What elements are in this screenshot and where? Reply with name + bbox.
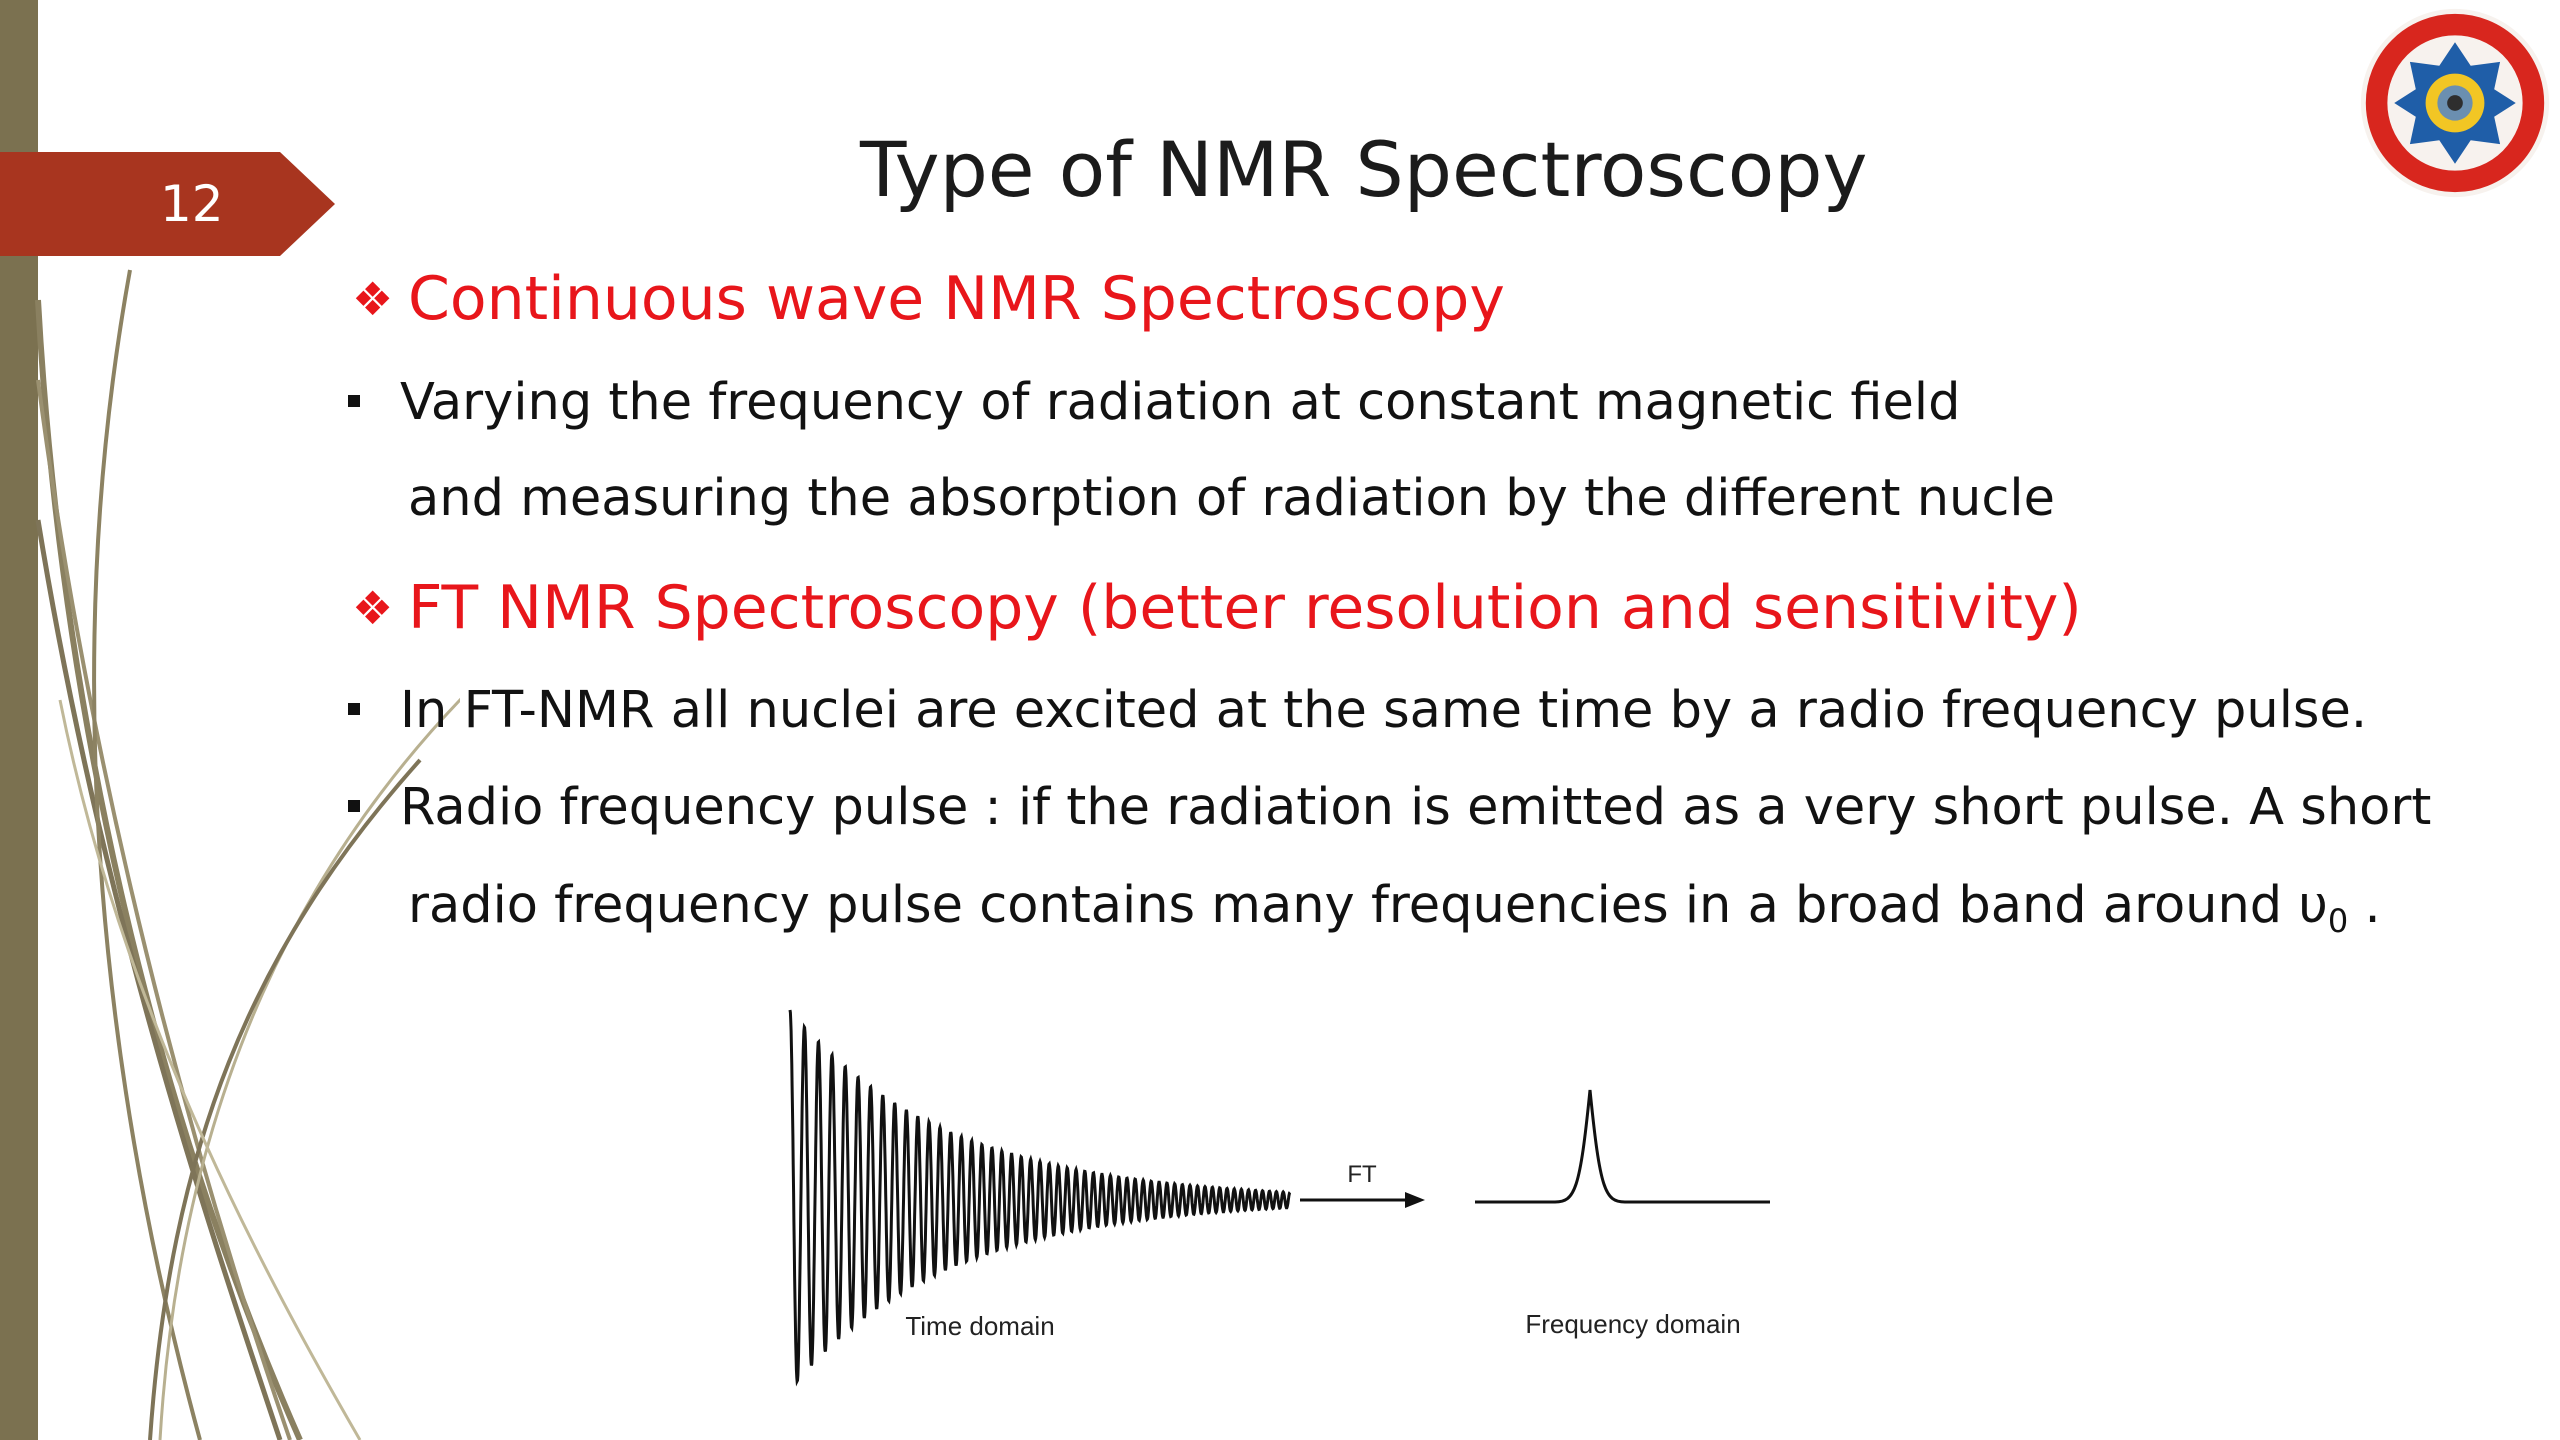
section-heading-ft-nmr: ❖ FT NMR Spectroscopy (better resolution … xyxy=(352,572,2082,644)
subscript: 0 xyxy=(2327,902,2349,940)
frequency-domain-caption: Frequency domain xyxy=(1525,1309,1740,1339)
heading-text: FT NMR Spectroscopy (better resolution a… xyxy=(408,573,2082,643)
bullet-item: Varying the frequency of radiation at co… xyxy=(348,372,1960,434)
decorative-curves xyxy=(35,269,460,1440)
heading-text: Continuous wave NMR Spectroscopy xyxy=(408,264,1505,334)
time-domain-caption: Time domain xyxy=(905,1311,1054,1341)
square-bullet-icon xyxy=(348,703,360,715)
ft-arrow-label: FT xyxy=(1347,1161,1377,1188)
slide-number: 12 xyxy=(160,175,224,233)
bullet-item: In FT-NMR all nuclei are excited at the … xyxy=(348,680,2367,742)
bullet-continuation: radio frequency pulse contains many freq… xyxy=(408,875,2381,952)
frequency-peak-curve xyxy=(1475,1089,1770,1204)
diamond-bullet-icon: ❖ xyxy=(352,272,394,326)
arrow-right-icon xyxy=(1300,1192,1425,1208)
bullet-item: Radio frequency pulse : if the radiation… xyxy=(348,777,2431,839)
bullet-continuation: and measuring the absorption of radiatio… xyxy=(408,469,2055,528)
bullet-text: radio frequency pulse contains many freq… xyxy=(408,876,2328,935)
bullet-text: Varying the frequency of radiation at co… xyxy=(400,373,1961,432)
bullet-text: Radio frequency pulse : if the radiation… xyxy=(400,778,2432,837)
college-logo-icon xyxy=(2360,8,2550,198)
slide-number-tab xyxy=(0,152,335,256)
square-bullet-icon xyxy=(348,800,360,812)
time-frequency-figure: Time domain FT Frequency domain xyxy=(788,1009,1770,1387)
bullet-text-end: . xyxy=(2348,876,2381,935)
slide-title: Type of NMR Spectroscopy xyxy=(860,125,1868,214)
square-bullet-icon xyxy=(348,395,360,407)
fid-decay-waveform xyxy=(788,1009,1292,1387)
diamond-bullet-icon: ❖ xyxy=(352,581,394,635)
bullet-text: In FT-NMR all nuclei are excited at the … xyxy=(400,681,2368,740)
section-heading-continuous-wave: ❖ Continuous wave NMR Spectroscopy xyxy=(352,263,1505,335)
